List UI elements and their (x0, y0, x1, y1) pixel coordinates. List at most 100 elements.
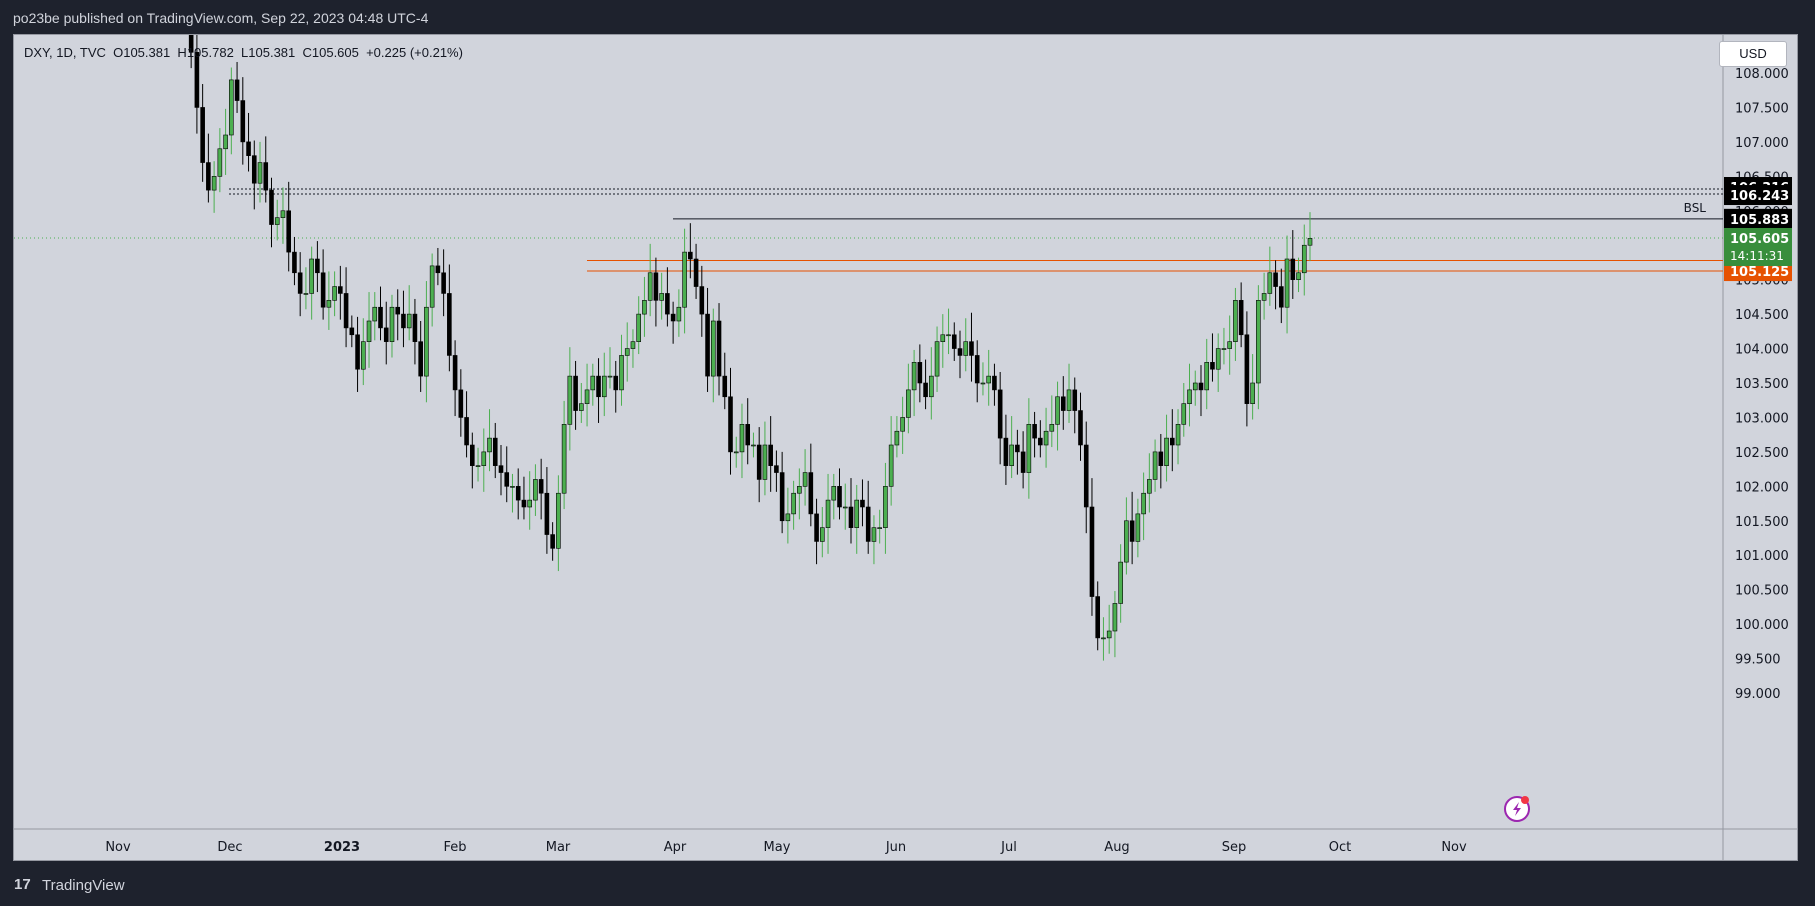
candle-body (1066, 389, 1072, 411)
candle-body (1147, 479, 1152, 494)
candle-body (1158, 451, 1164, 466)
y-tick-label: 104.000 (1735, 343, 1789, 358)
candle-body (1141, 492, 1146, 515)
candle-body (309, 258, 314, 294)
last-price-badge (1724, 227, 1792, 266)
candle-body (997, 389, 1003, 439)
candle-body (733, 451, 739, 454)
level-annotation: BSL (1684, 201, 1707, 215)
candle-body (349, 327, 355, 336)
candle-body (590, 375, 596, 391)
candle-body (1083, 444, 1089, 508)
replay-icon[interactable] (1504, 796, 1530, 822)
candle-body (343, 293, 349, 329)
candle-body (974, 355, 980, 384)
candle-body (923, 382, 928, 398)
candle-body (1152, 451, 1158, 480)
candle-body (768, 444, 773, 466)
candle-body (710, 320, 716, 377)
candle-body (814, 513, 819, 542)
candle-body (1112, 603, 1118, 632)
candle-body (464, 417, 469, 446)
candle-body (934, 341, 940, 377)
candle-body (1009, 444, 1014, 466)
candlestick-chart[interactable]: BSL 108.000107.500107.000106.500106.0001… (14, 35, 1797, 860)
candle-body (401, 313, 406, 329)
candle-body (1307, 238, 1313, 246)
candle-body (274, 217, 280, 225)
candle-body (223, 134, 228, 150)
y-tick-label: 104.500 (1735, 308, 1789, 323)
candle-body (682, 251, 687, 308)
candle-body (871, 527, 877, 542)
candle-body (366, 320, 372, 342)
y-tick-label: 103.500 (1735, 377, 1789, 392)
candle-body (728, 396, 733, 453)
candle-body (699, 286, 705, 315)
price-badge (1724, 208, 1792, 229)
candle-body (1210, 362, 1215, 370)
candle-body (533, 479, 538, 501)
candle-body (917, 362, 923, 384)
candle-body (1181, 403, 1187, 425)
candle-body (762, 444, 768, 480)
footer-brand: TradingView (42, 877, 125, 894)
candle-body (1301, 244, 1307, 274)
candle-body (636, 313, 641, 342)
candle-body (332, 286, 337, 301)
candle-body (1118, 561, 1123, 604)
candle-body (412, 313, 418, 342)
candle-body (929, 375, 934, 398)
candle-body (1284, 258, 1290, 308)
candle-body (1187, 389, 1192, 404)
candle-body (1032, 424, 1037, 439)
candle-body (865, 506, 871, 542)
candle-body (1089, 506, 1095, 597)
candle-body (613, 375, 619, 391)
candle-body (825, 499, 831, 528)
x-tick-label: Jun (885, 840, 906, 855)
currency-button[interactable]: USD (1719, 41, 1787, 67)
candle-body (315, 258, 320, 274)
y-tick-label: 107.000 (1735, 136, 1789, 151)
candle-body (1072, 389, 1078, 411)
candle-body (860, 499, 865, 508)
candle-body (808, 472, 814, 515)
candle-body (251, 155, 257, 184)
x-tick-label: Aug (1104, 840, 1129, 855)
candle-body (355, 334, 360, 370)
candle-body (200, 107, 205, 163)
candle-body (538, 479, 544, 494)
candle-body (739, 424, 745, 453)
candle-body (751, 444, 756, 447)
y-tick-label: 99.000 (1735, 687, 1781, 702)
candle-body (1215, 348, 1221, 370)
candle-body (883, 486, 888, 528)
candle-body (269, 189, 274, 225)
candle-body (292, 251, 297, 274)
candle-body (504, 472, 510, 487)
candle-body (481, 451, 487, 466)
chart-frame[interactable]: BSL 108.000107.500107.000106.500106.0001… (13, 34, 1798, 861)
candle-body (1038, 437, 1043, 446)
candle-body (424, 306, 429, 377)
x-tick-label: Feb (443, 840, 466, 855)
candle-body (395, 306, 401, 315)
candle-body (647, 272, 653, 301)
publisher-text: po23be published on TradingView.com, Sep… (13, 10, 429, 26)
symbol-info-line: DXY, 1D, TVC O105.381 H105.782 L105.381 … (24, 45, 463, 60)
y-tick-label: 100.500 (1735, 584, 1789, 599)
candle-body (1279, 286, 1284, 308)
x-tick-label: Jul (1000, 840, 1017, 855)
candle-body (188, 35, 194, 53)
candle-body (1095, 596, 1101, 639)
candle-body (234, 79, 240, 101)
candle-body (820, 527, 825, 542)
candle-body (487, 437, 492, 453)
candle-body (1244, 334, 1250, 404)
candle-body (774, 465, 779, 473)
candle-body (785, 513, 791, 522)
candle-body (1124, 520, 1129, 563)
candle-body (946, 334, 951, 337)
candle-body (372, 306, 378, 322)
